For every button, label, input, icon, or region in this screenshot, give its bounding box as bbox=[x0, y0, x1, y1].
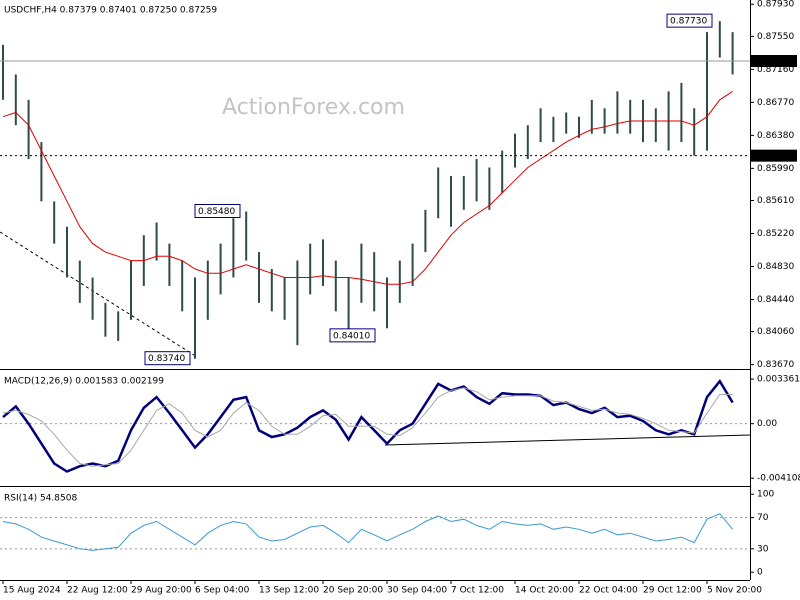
y-tick-label: 0.86380 bbox=[757, 131, 794, 141]
y-tick-label: 0.83670 bbox=[757, 360, 794, 370]
watermark: ActionForex.com bbox=[222, 95, 405, 120]
price-annotation-box bbox=[144, 351, 191, 366]
x-tick-label: 7 Oct 12:00 bbox=[451, 586, 504, 596]
x-tick-label: 13 Sep 12:00 bbox=[259, 586, 319, 596]
x-tick-label: 29 Aug 20:00 bbox=[131, 586, 192, 596]
y-tick-label: 0.85220 bbox=[757, 229, 794, 239]
y-tick-label: 0.87930 bbox=[757, 0, 794, 10]
y-tick-label: 0.003361 bbox=[757, 375, 800, 385]
indicator-line bbox=[2, 379, 734, 473]
y-tick-label: 0.84830 bbox=[757, 262, 794, 272]
y-tick-label: 0.85610 bbox=[757, 196, 794, 206]
trend-line bbox=[0, 231, 198, 358]
panel-title: MACD(12,26,9) 0.001583 0.002199 bbox=[4, 377, 164, 387]
current-price-label: 0.87259 bbox=[754, 56, 791, 66]
panel-title: USDCHF,H4 0.87379 0.87401 0.87250 0.8725… bbox=[4, 6, 217, 16]
y-tick-label: 0.00 bbox=[757, 419, 777, 429]
macd-trend-line bbox=[384, 434, 751, 446]
y-tick-label: 0.85990 bbox=[757, 164, 794, 174]
x-tick-label: 6 Sep 04:00 bbox=[195, 586, 250, 596]
y-tick-label: 0 bbox=[757, 568, 763, 578]
support-label: 0.86140 bbox=[754, 151, 791, 161]
price-annotation-box bbox=[329, 328, 376, 343]
indicator-line bbox=[2, 387, 733, 467]
support-box bbox=[751, 149, 797, 162]
y-tick-label: 0.86770 bbox=[757, 98, 794, 108]
x-tick-label: 22 Oct 04:00 bbox=[579, 586, 638, 596]
x-tick-label: 20 Sep 20:00 bbox=[323, 586, 383, 596]
price-annotation: 0.84010 bbox=[333, 331, 370, 341]
moving-average bbox=[2, 90, 733, 285]
x-tick-label: 14 Oct 20:00 bbox=[515, 586, 574, 596]
y-tick-label: 0.84060 bbox=[757, 327, 794, 337]
y-tick-label: 70 bbox=[757, 513, 769, 523]
indicator-line bbox=[2, 513, 733, 551]
price-annotation: 0.87730 bbox=[670, 17, 707, 27]
y-tick-label: 0.87160 bbox=[757, 65, 794, 75]
x-tick-label: 29 Oct 12:00 bbox=[643, 586, 702, 596]
x-tick-label: 15 Aug 2024 bbox=[3, 586, 61, 596]
price-annotation-box bbox=[666, 13, 713, 28]
y-tick-label: 30 bbox=[757, 544, 769, 554]
price-annotation: 0.85480 bbox=[198, 207, 235, 217]
panel-title: RSI(14) 54.8508 bbox=[4, 494, 77, 504]
x-tick-label: 5 Nov 20:00 bbox=[707, 586, 762, 596]
y-tick-label: 0.87550 bbox=[757, 32, 794, 42]
price-annotation: 0.83740 bbox=[148, 354, 185, 364]
y-tick-label: 100 bbox=[757, 490, 774, 500]
y-tick-label: 0.84440 bbox=[757, 295, 794, 305]
y-tick-label: -0.004108 bbox=[757, 474, 800, 484]
x-tick-label: 30 Sep 04:00 bbox=[387, 586, 447, 596]
current-price-box bbox=[751, 54, 797, 67]
price-annotation-box bbox=[194, 203, 241, 218]
x-tick-label: 22 Aug 12:00 bbox=[67, 586, 128, 596]
